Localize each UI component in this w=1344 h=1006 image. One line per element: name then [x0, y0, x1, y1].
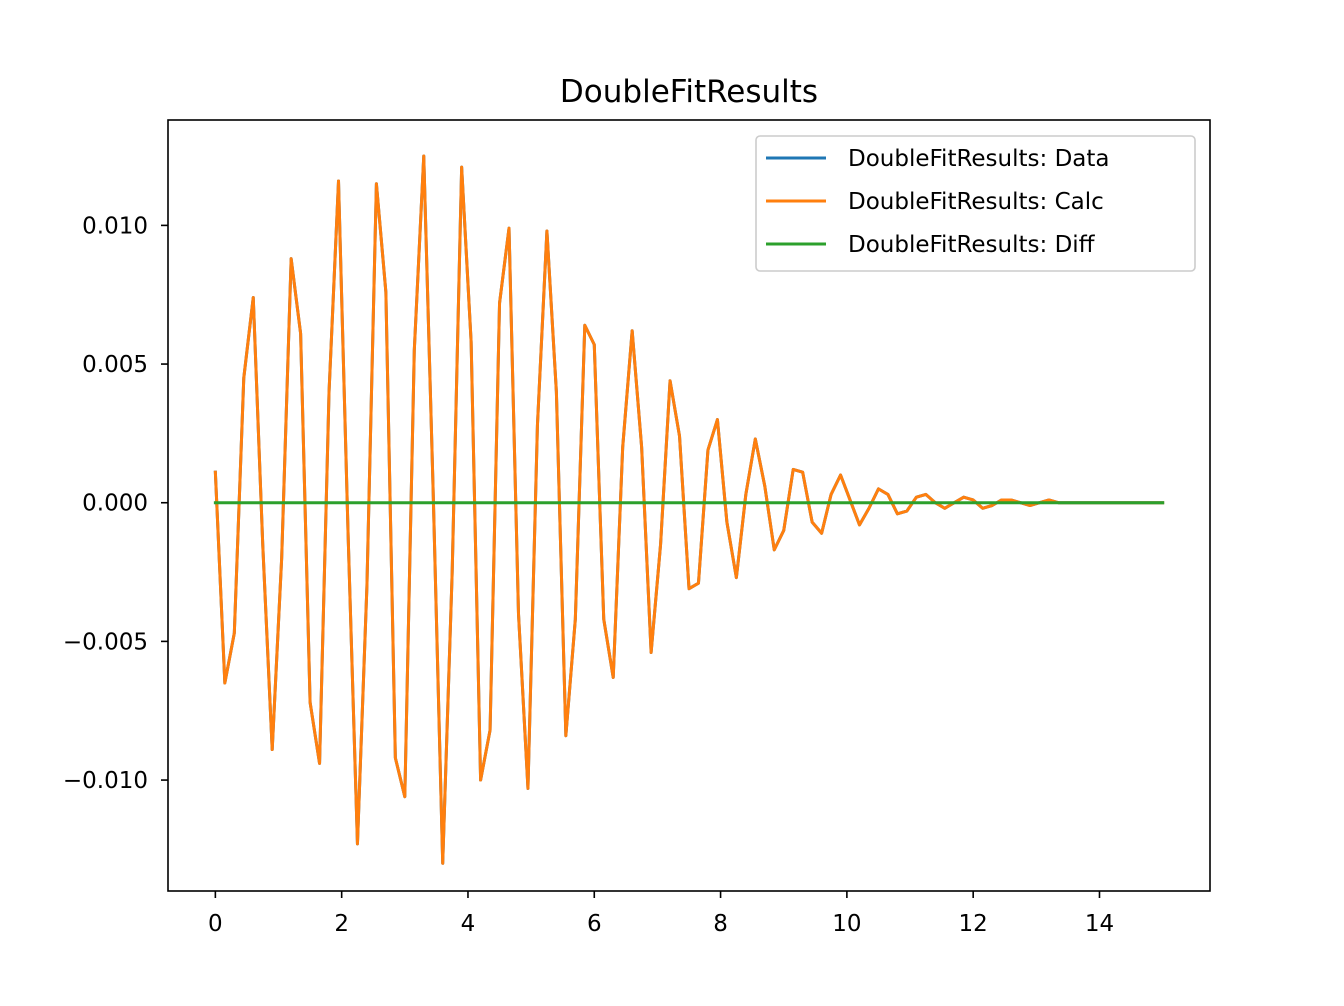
x-tick-label: 14 — [1085, 911, 1114, 937]
legend-label-1: DoubleFitResults: Data — [848, 146, 1110, 172]
x-tick-label: 4 — [461, 911, 476, 937]
series-line-2 — [213, 154, 1165, 865]
axis-ticks-layer: 0 2 4 6 8 10 12 14 −0.010 −0.005 0.000 0.005 0.010 — [63, 213, 1114, 937]
legend-label-3: DoubleFitResults: Diff — [848, 232, 1096, 258]
y-tick-label: 0.000 — [82, 491, 148, 517]
x-tick-label: 2 — [334, 911, 349, 937]
legend-label-2: DoubleFitResults: Calc — [848, 189, 1104, 215]
y-tick-label: 0.005 — [82, 352, 148, 378]
plot-series-layer — [213, 154, 1165, 865]
legend-box — [755, 135, 1196, 272]
axes-frame — [167, 119, 1211, 892]
y-tick-label: −0.010 — [63, 768, 148, 794]
x-tick-label: 6 — [587, 911, 602, 937]
chart-title: DoubleFitResults — [560, 74, 818, 110]
x-tick-label: 0 — [208, 911, 223, 937]
legend-entries: DoubleFitResults: Data DoubleFitResults: … — [766, 146, 1110, 258]
x-tick-label: 8 — [713, 911, 728, 937]
legend: DoubleFitResults: Data DoubleFitResults: … — [755, 135, 1196, 272]
x-tick-label: 12 — [959, 911, 988, 937]
y-tick-label: 0.010 — [82, 213, 148, 239]
x-tick-label: 10 — [832, 911, 861, 937]
y-tick-label: −0.005 — [63, 629, 148, 655]
